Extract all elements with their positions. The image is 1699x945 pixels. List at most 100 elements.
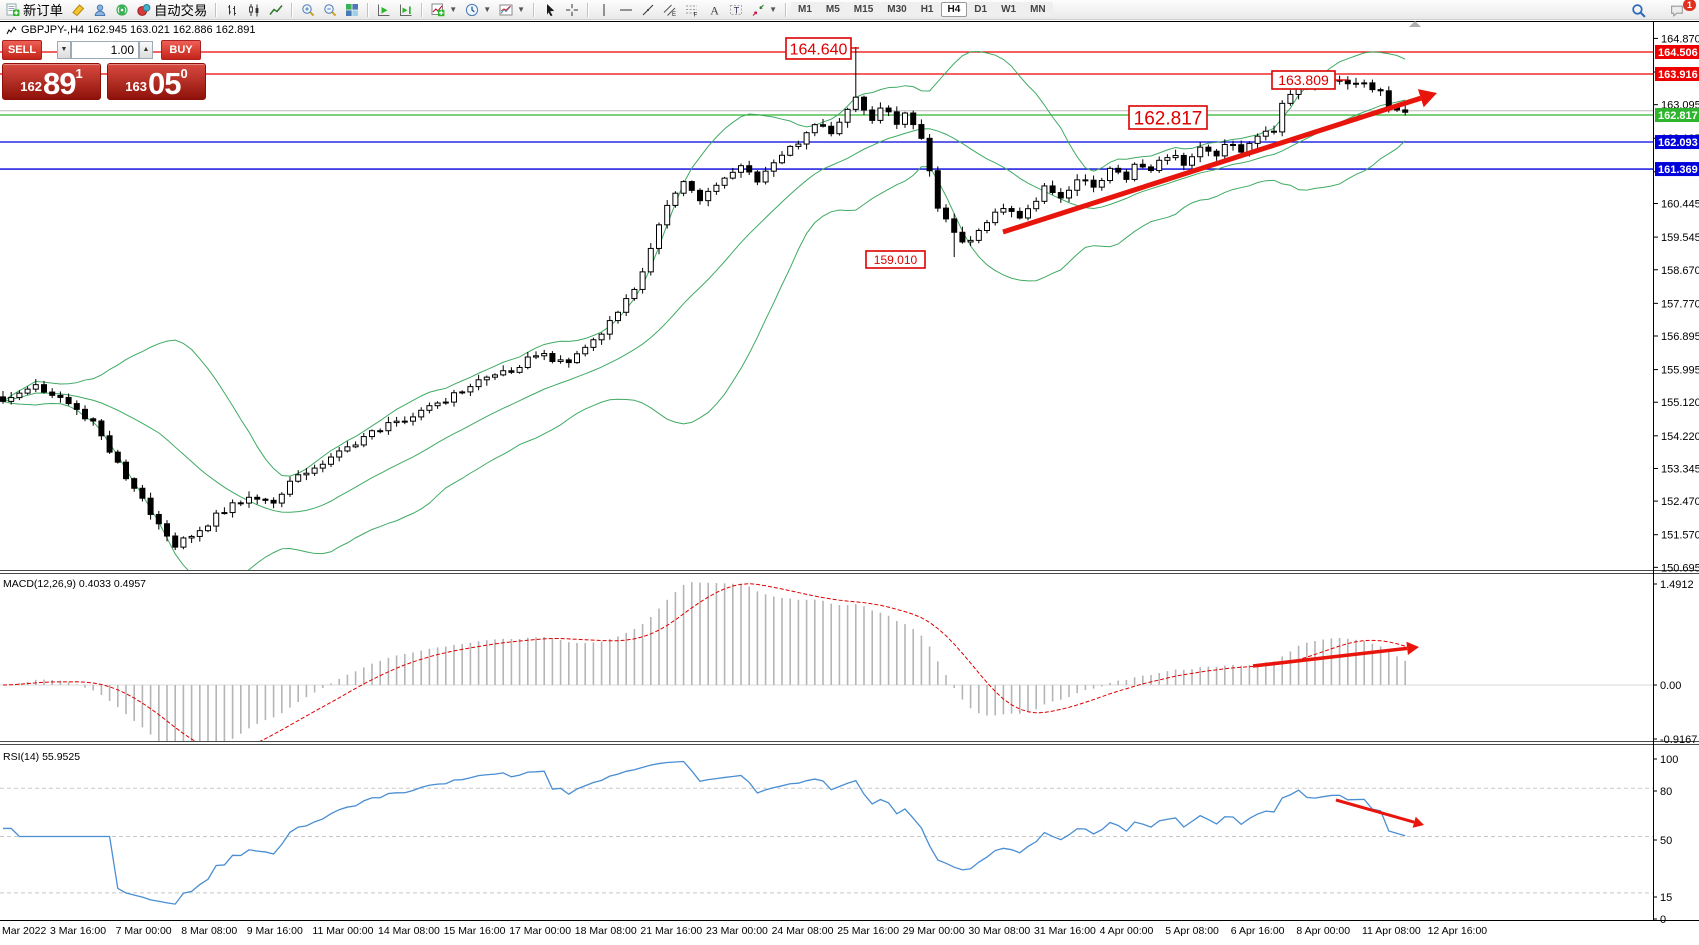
candles xyxy=(0,47,1409,551)
search-button[interactable] xyxy=(1627,1,1650,20)
timeframe-h4[interactable]: H4 xyxy=(940,2,968,17)
timeframe-m30[interactable]: M30 xyxy=(880,2,914,17)
templates-icon xyxy=(499,4,513,15)
trend-arrow[interactable] xyxy=(1335,798,1424,828)
timeframe-d1[interactable]: D1 xyxy=(967,2,995,17)
cursor-button[interactable] xyxy=(539,1,561,19)
trendline-button[interactable] xyxy=(637,1,659,19)
triangle-up-icon: ▲ xyxy=(142,46,150,53)
buy-price-tile[interactable]: 163 05 0 xyxy=(107,63,206,100)
svg-text:0.00: 0.00 xyxy=(1660,680,1681,692)
text-button[interactable]: A xyxy=(703,1,725,19)
date-label: 21 Mar 16:00 xyxy=(640,925,702,937)
zoom-out-icon xyxy=(324,3,337,16)
svg-text:153.345: 153.345 xyxy=(1661,463,1699,475)
date-axis[interactable]: Mar 2022 3 Mar 16:00 7 Mar 00:00 8 Mar 08:0… xyxy=(2,925,1487,937)
fibonacci-button[interactable]: F xyxy=(681,1,703,19)
date-label: 12 Apr 16:00 xyxy=(1428,925,1488,937)
sell-price-tile[interactable]: 162 89 1 xyxy=(2,63,101,100)
periods-button[interactable]: ▼ xyxy=(461,1,495,19)
volume-increase-button[interactable]: ▲ xyxy=(139,40,153,59)
date-label: 3 Mar 16:00 xyxy=(50,925,106,937)
notification-badge: 1 xyxy=(1682,0,1696,11)
date-label: 7 Mar 00:00 xyxy=(116,925,172,937)
current-price-badge: 162.817 xyxy=(1655,108,1699,123)
timeframe-mn[interactable]: MN xyxy=(1023,2,1053,17)
toolbar-separator xyxy=(533,2,536,17)
price-annotation[interactable]: 162.817 xyxy=(1128,105,1208,130)
toolbar-separator xyxy=(784,2,787,17)
horizontal-line-button[interactable] xyxy=(615,1,637,19)
svg-text:157.770: 157.770 xyxy=(1661,298,1699,310)
svg-text:164.640: 164.640 xyxy=(790,41,848,58)
toolbar-separator xyxy=(215,2,218,17)
trendline-icon xyxy=(642,4,654,15)
price-annotation[interactable]: 163.809 xyxy=(1271,70,1347,90)
new-order-label: 新订单 xyxy=(23,3,63,18)
chevron-down-icon: ▼ xyxy=(517,5,526,14)
svg-text:0: 0 xyxy=(1660,914,1666,926)
text-label-button[interactable]: T xyxy=(725,1,747,19)
svg-text:F: F xyxy=(694,12,698,17)
svg-text:162.093: 162.093 xyxy=(1658,137,1698,149)
price-axis[interactable]: 164.870163.970163.095162.195161.295160.4… xyxy=(1653,33,1699,926)
price-annotation[interactable]: 159.010 xyxy=(865,250,926,269)
date-label: 9 Mar 16:00 xyxy=(247,925,303,937)
date-label: 11 Mar 00:00 xyxy=(312,925,373,937)
templates-button[interactable]: ▼ xyxy=(495,1,529,19)
autotrading-button[interactable]: 自动交易 xyxy=(133,0,211,21)
candlestick-chart-button[interactable] xyxy=(243,1,265,19)
svg-text:E: E xyxy=(672,12,676,17)
bollinger-bands xyxy=(2,51,1406,570)
date-label: Mar 2022 xyxy=(2,925,47,937)
toolbar-separator xyxy=(291,2,294,17)
splitter-handle[interactable] xyxy=(1409,21,1421,27)
timeframe-m15[interactable]: M15 xyxy=(846,2,881,17)
trend-arrow[interactable] xyxy=(1002,89,1437,235)
svg-text:163.916: 163.916 xyxy=(1658,69,1698,81)
profile-icon xyxy=(94,3,106,16)
svg-text:80: 80 xyxy=(1660,786,1672,798)
svg-text:164.506: 164.506 xyxy=(1658,47,1698,59)
bollinger-upper xyxy=(2,51,1406,477)
svg-text:164.870: 164.870 xyxy=(1661,33,1699,45)
zoom-out-button[interactable] xyxy=(319,1,341,19)
crosshair-button[interactable] xyxy=(561,1,583,19)
price-annotation[interactable]: 164.640 xyxy=(785,37,859,60)
auto-scroll-button[interactable] xyxy=(373,1,395,19)
chart-shift-button[interactable] xyxy=(395,1,417,19)
volume-input[interactable] xyxy=(71,40,139,59)
indicators-button[interactable]: ▼ xyxy=(427,1,461,19)
date-label: 17 Mar 00:00 xyxy=(509,925,571,937)
line-chart-button[interactable] xyxy=(265,1,287,19)
timeframe-m1[interactable]: M1 xyxy=(790,2,819,17)
timeframe-m5[interactable]: M5 xyxy=(818,2,847,17)
svg-text:T: T xyxy=(734,5,740,15)
trend-arrow[interactable] xyxy=(1252,641,1419,668)
arrows-button[interactable]: ▼ xyxy=(747,1,781,19)
tile-windows-button[interactable] xyxy=(341,1,363,19)
profile-button[interactable] xyxy=(89,1,111,19)
signals-button[interactable] xyxy=(111,1,133,19)
equidistant-channel-button[interactable]: E xyxy=(659,1,681,19)
new-order-button[interactable]: 新订单 xyxy=(2,0,67,21)
bar-chart-icon xyxy=(228,4,237,15)
buy-button[interactable]: BUY xyxy=(161,39,201,60)
autotrading-label: 自动交易 xyxy=(153,3,208,18)
styler-button[interactable] xyxy=(67,1,89,19)
svg-text:162.817: 162.817 xyxy=(1134,108,1203,129)
timeframe-h1[interactable]: H1 xyxy=(913,2,941,17)
zoom-in-icon xyxy=(302,3,315,16)
date-label: 23 Mar 00:00 xyxy=(706,925,768,937)
timeframe-w1[interactable]: W1 xyxy=(994,2,1024,17)
volume-decrease-button[interactable]: ▼ xyxy=(57,40,71,59)
date-label: 30 Mar 08:00 xyxy=(968,925,1030,937)
bollinger-middle xyxy=(2,99,1406,513)
svg-text:-0.9167: -0.9167 xyxy=(1660,734,1697,746)
toolbar-separator xyxy=(367,2,370,17)
community-button[interactable]: 1 xyxy=(1666,0,1696,20)
bar-chart-button[interactable] xyxy=(221,1,243,19)
vertical-line-button[interactable] xyxy=(593,1,615,19)
zoom-in-button[interactable] xyxy=(297,1,319,19)
sell-button[interactable]: SELL xyxy=(2,39,42,60)
